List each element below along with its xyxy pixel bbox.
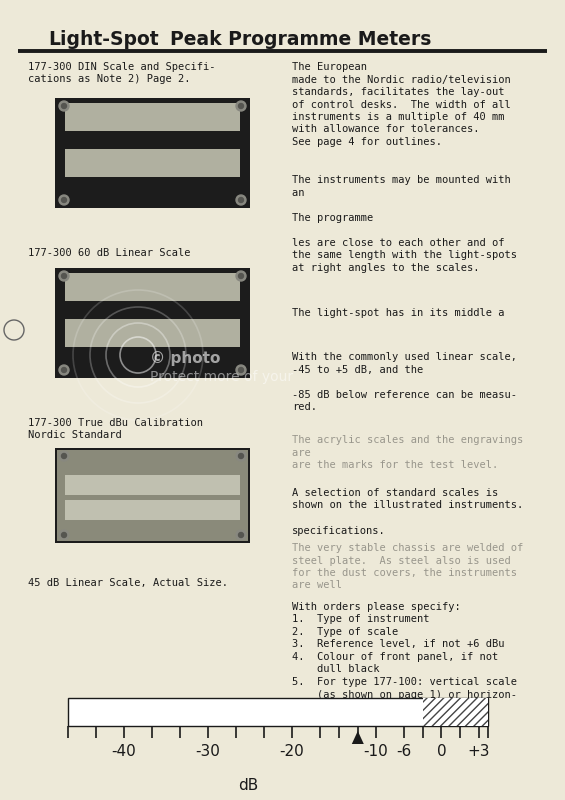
Circle shape [236, 451, 246, 461]
Circle shape [62, 103, 67, 109]
Bar [55, 98, 250, 208]
Text: 1.  Type of instrument: 1. Type of instrument [292, 614, 429, 625]
Text: Peak Programme Meters: Peak Programme Meters [170, 30, 431, 49]
Circle shape [236, 271, 246, 281]
Text: 177-300 60 dB Linear Scale: 177-300 60 dB Linear Scale [28, 248, 190, 258]
Bar [65, 103, 240, 131]
Text: an: an [292, 187, 311, 198]
Circle shape [236, 101, 246, 111]
Circle shape [59, 271, 69, 281]
Text: +3: +3 [467, 744, 490, 759]
Text: Light-Spot: Light-Spot [48, 30, 159, 49]
Polygon shape [352, 731, 364, 744]
Circle shape [236, 530, 246, 540]
Text: made to the Nordic radio/television: made to the Nordic radio/television [292, 74, 511, 85]
Text: are well: are well [292, 581, 348, 590]
Circle shape [62, 454, 67, 458]
Bar [65, 474, 240, 494]
Text: -20: -20 [280, 744, 304, 759]
Circle shape [62, 367, 67, 373]
Bar [57, 450, 248, 541]
Bar [65, 500, 240, 520]
Circle shape [238, 367, 244, 373]
Text: are: are [292, 447, 317, 458]
Text: With orders please specify:: With orders please specify: [292, 602, 460, 612]
Text: specifications.: specifications. [292, 526, 386, 535]
Text: 2.  Type of scale: 2. Type of scale [292, 627, 398, 637]
Text: for the dust covers, the instruments: for the dust covers, the instruments [292, 568, 517, 578]
Text: with allowance for tolerances.: with allowance for tolerances. [292, 125, 480, 134]
Bar [65, 319, 240, 347]
Circle shape [59, 365, 69, 375]
Text: 45 dB Linear Scale, Actual Size.: 45 dB Linear Scale, Actual Size. [28, 578, 228, 588]
Text: -10: -10 [363, 744, 388, 759]
Text: 177-300 DIN Scale and Specifi-
cations as Note 2) Page 2.: 177-300 DIN Scale and Specifi- cations a… [28, 62, 215, 84]
Text: A selection of standard scales is: A selection of standard scales is [292, 488, 498, 498]
Circle shape [62, 198, 67, 202]
Circle shape [236, 365, 246, 375]
Bar [55, 448, 250, 543]
Bar [55, 268, 250, 378]
Circle shape [238, 454, 244, 458]
Circle shape [59, 195, 69, 205]
Text: With the commonly used linear scale,: With the commonly used linear scale, [292, 352, 517, 362]
Bar [65, 273, 240, 301]
Circle shape [59, 530, 69, 540]
Circle shape [238, 274, 244, 278]
Text: -30: -30 [195, 744, 220, 759]
Text: steel plate.  As steel also is used: steel plate. As steel also is used [292, 555, 511, 566]
Text: at right angles to the scales.: at right angles to the scales. [292, 263, 480, 273]
Text: The very stable chassis are welded of: The very stable chassis are welded of [292, 543, 523, 553]
Text: les are close to each other and of: les are close to each other and of [292, 238, 505, 248]
Text: The acrylic scales and the engravings: The acrylic scales and the engravings [292, 435, 523, 445]
Text: -40: -40 [111, 744, 136, 759]
Text: The programme: The programme [292, 213, 380, 223]
Circle shape [4, 320, 24, 340]
Text: standards, facilitates the lay-out: standards, facilitates the lay-out [292, 87, 505, 97]
Circle shape [59, 101, 69, 111]
Circle shape [62, 274, 67, 278]
Bar [423, 698, 488, 726]
Text: Protect more of your: Protect more of your [150, 370, 293, 384]
Circle shape [62, 533, 67, 538]
Bar [68, 698, 488, 726]
Circle shape [238, 533, 244, 538]
Text: 0: 0 [437, 744, 446, 759]
Text: See page 4 for outlines.: See page 4 for outlines. [292, 137, 442, 147]
Text: The European: The European [292, 62, 373, 72]
Circle shape [238, 198, 244, 202]
Text: © photo: © photo [150, 351, 220, 366]
Text: The light-spot has in its middle a: The light-spot has in its middle a [292, 308, 505, 318]
Circle shape [238, 103, 244, 109]
Text: 3.  Reference level, if not +6 dBu: 3. Reference level, if not +6 dBu [292, 639, 505, 650]
Text: -45 to +5 dB, and the: -45 to +5 dB, and the [292, 365, 429, 374]
Text: (as shown on page 1) or horizon-: (as shown on page 1) or horizon- [292, 690, 517, 699]
Text: 5.  For type 177-100: vertical scale: 5. For type 177-100: vertical scale [292, 677, 517, 687]
Text: 177-300 True dBu Calibration
Nordic Standard: 177-300 True dBu Calibration Nordic Stan… [28, 418, 203, 440]
Text: tal scale: tal scale [292, 702, 373, 712]
Text: The instruments may be mounted with: The instruments may be mounted with [292, 175, 511, 185]
Text: -85 dB below reference can be measu-: -85 dB below reference can be measu- [292, 390, 517, 399]
Text: -6: -6 [397, 744, 412, 759]
Text: the same length with the light-spots: the same length with the light-spots [292, 250, 517, 261]
Circle shape [59, 451, 69, 461]
Text: instruments is a multiple of 40 mm: instruments is a multiple of 40 mm [292, 112, 505, 122]
Text: 4.  Colour of front panel, if not: 4. Colour of front panel, if not [292, 652, 498, 662]
Text: shown on the illustrated instruments.: shown on the illustrated instruments. [292, 501, 523, 510]
Text: dull black: dull black [292, 665, 380, 674]
Bar [65, 149, 240, 177]
Text: red.: red. [292, 402, 317, 412]
Text: dB: dB [238, 778, 258, 793]
Text: of control desks.  The width of all: of control desks. The width of all [292, 99, 511, 110]
Circle shape [236, 195, 246, 205]
Text: are the marks for the test level.: are the marks for the test level. [292, 460, 498, 470]
